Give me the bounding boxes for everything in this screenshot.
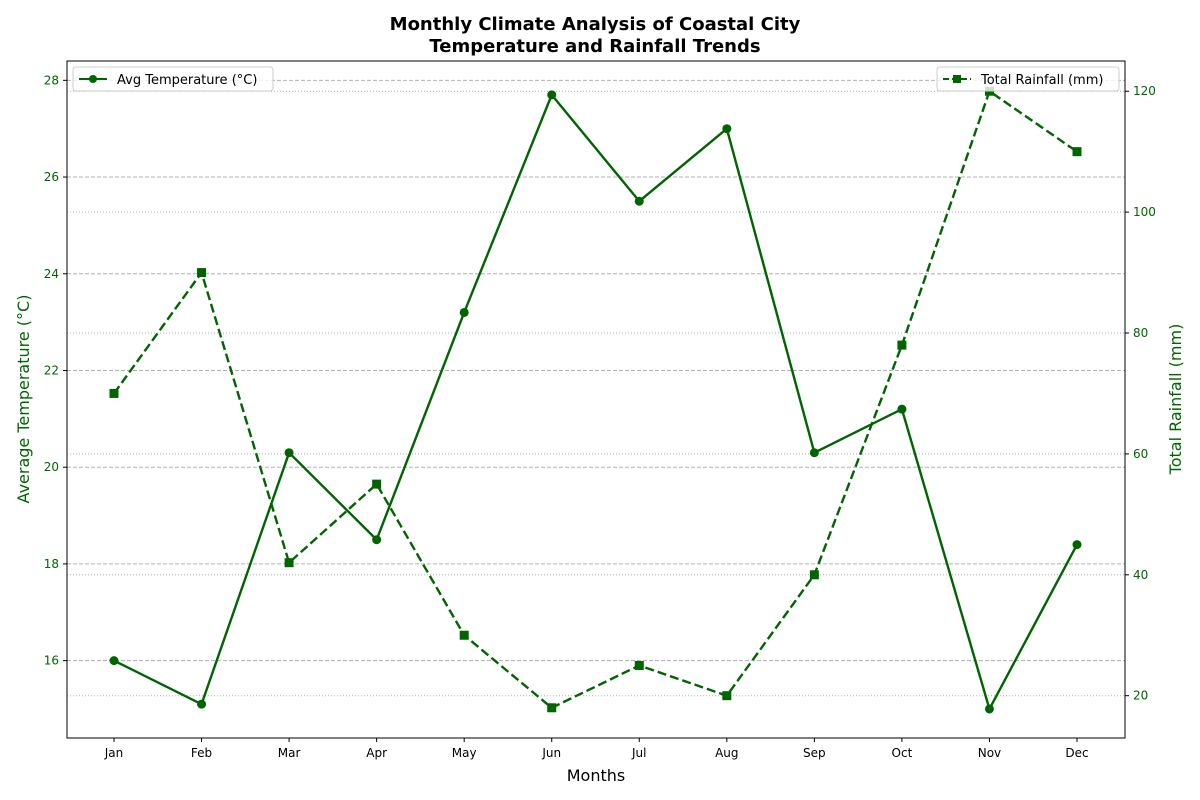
- left-y-axis-label: Average Temperature (°C): [14, 295, 33, 504]
- right-y-tick-label: 120: [1133, 84, 1156, 98]
- x-tick-label: Sep: [803, 746, 826, 760]
- rainfall-point: [722, 691, 732, 701]
- x-tick-label: Feb: [191, 746, 212, 760]
- temperature-point: [984, 704, 994, 714]
- chart-title-line2: Temperature and Rainfall Trends: [429, 36, 760, 57]
- x-tick-label: Oct: [892, 746, 913, 760]
- left-y-tick-label: 22: [44, 363, 59, 377]
- plot-frame: [66, 60, 1126, 739]
- x-tick-label: Dec: [1065, 746, 1088, 760]
- left-y-tick-label: 26: [44, 170, 59, 184]
- rainfall-point: [197, 268, 207, 278]
- x-tick-label: Mar: [278, 746, 301, 760]
- right-y-tick-label: 40: [1133, 568, 1148, 582]
- left-y-tick-label: 20: [44, 460, 59, 474]
- rainfall-point: [284, 558, 294, 568]
- legend-temperature-box: [72, 66, 274, 92]
- x-axis-ticks: Jan Feb Mar Apr May Jun Jul Aug Sep Oct Nov Dec: [104, 738, 1089, 760]
- rainfall-point: [459, 630, 469, 640]
- temperature-point: [547, 90, 557, 100]
- rainfall-point: [809, 570, 819, 580]
- x-tick-label: Jun: [541, 746, 561, 760]
- left-y-tick-label: 28: [44, 73, 59, 87]
- temperature-point: [809, 448, 819, 458]
- rainfall-point: [372, 479, 382, 489]
- temperature-point: [897, 404, 907, 414]
- rainfall-point: [547, 703, 557, 713]
- temperature-point: [109, 656, 119, 666]
- x-tick-label: Jan: [104, 746, 124, 760]
- legend-temperature-marker: [89, 75, 97, 83]
- x-tick-label: Jul: [631, 746, 646, 760]
- legend-temperature: Avg Temperature (°C): [72, 66, 274, 92]
- legend-rainfall: Total Rainfall (mm): [936, 66, 1120, 92]
- temperature-point: [197, 699, 207, 709]
- temperature-point: [1072, 540, 1082, 550]
- x-tick-label: Nov: [978, 746, 1001, 760]
- right-y-tick-label: 80: [1133, 326, 1148, 340]
- right-y-tick-label: 20: [1133, 689, 1148, 703]
- legend-temperature-label: Avg Temperature (°C): [117, 73, 257, 88]
- temperature-point: [459, 307, 469, 317]
- left-y-tick-label: 24: [44, 267, 59, 281]
- rainfall-point: [1072, 147, 1082, 157]
- series-layer: [109, 86, 1082, 714]
- x-tick-label: May: [452, 746, 477, 760]
- x-axis-label: Months: [567, 766, 625, 785]
- temperature-point: [372, 535, 382, 545]
- rainfall-point: [109, 388, 119, 398]
- right-y-axis-ticks: 20 40 60 80 100 120: [1125, 84, 1156, 703]
- legend-rainfall-label: Total Rainfall (mm): [980, 73, 1103, 88]
- temperature-point: [284, 448, 294, 458]
- temperature-point: [634, 196, 644, 206]
- right-gridlines: [67, 90, 1125, 697]
- rainfall-series-line: [113, 90, 1078, 709]
- rainfall-point: [897, 340, 907, 350]
- x-tick-label: Apr: [366, 746, 387, 760]
- left-y-tick-label: 18: [44, 557, 59, 571]
- legend-rainfall-box: [936, 66, 1120, 92]
- left-gridlines: [67, 79, 1125, 662]
- left-y-tick-label: 16: [44, 654, 59, 668]
- temperature-point: [722, 124, 732, 134]
- right-y-axis-label: Total Rainfall (mm): [1166, 324, 1185, 476]
- right-y-tick-label: 60: [1133, 447, 1148, 461]
- left-y-axis-ticks: 16 18 20 22 24 26 28: [44, 73, 67, 668]
- right-y-tick-label: 100: [1133, 205, 1156, 219]
- chart-title-line1: Monthly Climate Analysis of Coastal City: [390, 14, 801, 35]
- legend-rainfall-marker: [953, 75, 961, 83]
- rainfall-point: [634, 660, 644, 670]
- x-tick-label: Aug: [715, 746, 738, 760]
- temperature-series-line: [113, 93, 1079, 711]
